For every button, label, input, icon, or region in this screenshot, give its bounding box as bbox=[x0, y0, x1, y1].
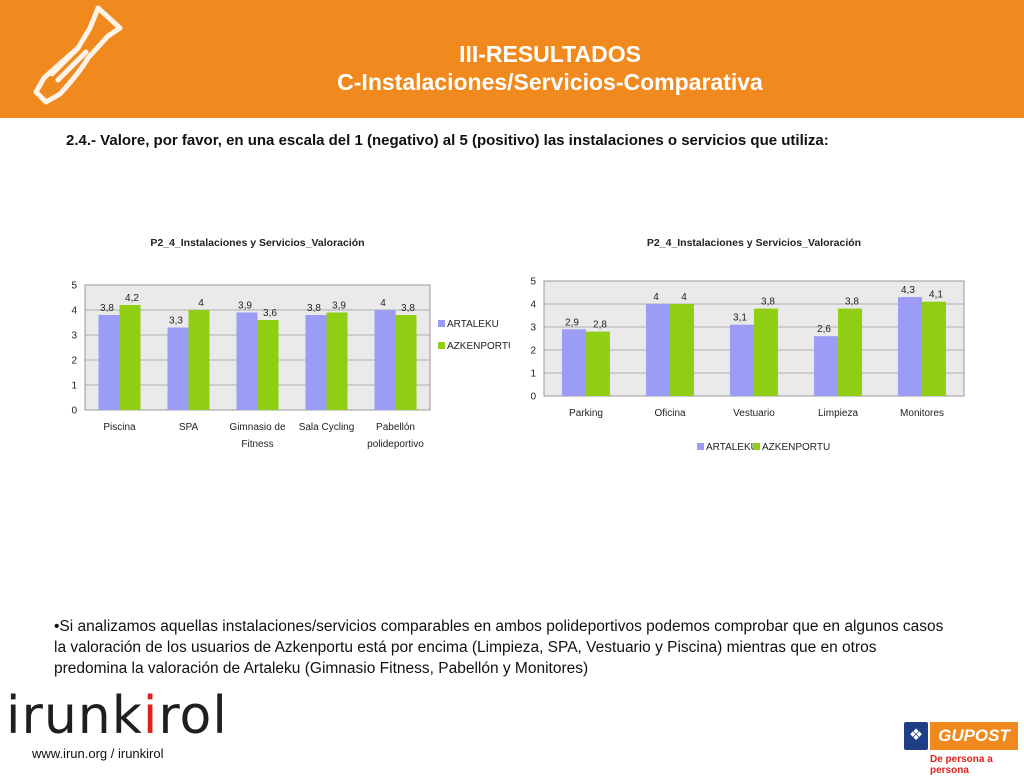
y-tick-label: 3 bbox=[530, 323, 536, 334]
legend-swatch-azkenportu bbox=[438, 342, 445, 349]
brand-url[interactable]: www.irun.org / irunkirol bbox=[32, 746, 164, 761]
data-label: 4,3 bbox=[901, 285, 915, 296]
y-tick-label: 1 bbox=[71, 381, 77, 392]
x-tick-label: polideportivo bbox=[367, 439, 424, 450]
legend-swatch-azkenportu bbox=[753, 443, 760, 450]
bar-artaleku bbox=[814, 336, 838, 396]
y-tick-label: 0 bbox=[71, 406, 77, 417]
chart-instalaciones-right: P2_4_Instalaciones y Servicios_Valoració… bbox=[530, 237, 965, 453]
x-tick-label: SPA bbox=[179, 422, 199, 433]
y-tick-label: 1 bbox=[530, 369, 536, 380]
gupost-name: GUPOST bbox=[930, 722, 1018, 750]
data-label: 3,8 bbox=[307, 303, 321, 314]
x-tick-label: Fitness bbox=[241, 439, 273, 450]
bar-artaleku bbox=[898, 297, 922, 396]
gupost-tagline: De persona a persona bbox=[930, 754, 993, 776]
x-tick-label: Pabellón bbox=[376, 422, 415, 433]
bar-artaleku bbox=[305, 315, 327, 410]
data-label: 3,8 bbox=[845, 297, 859, 308]
y-tick-label: 5 bbox=[530, 277, 536, 288]
data-label: 2,6 bbox=[817, 324, 831, 335]
y-tick-label: 4 bbox=[530, 300, 536, 311]
data-label: 3,9 bbox=[332, 301, 346, 312]
bar-azkenportu bbox=[586, 331, 610, 396]
y-tick-label: 5 bbox=[71, 281, 77, 292]
data-label: 4 bbox=[380, 298, 386, 309]
y-tick-label: 2 bbox=[530, 346, 536, 357]
irunkirol-logo: irunkirol bbox=[6, 688, 228, 744]
y-tick-label: 2 bbox=[71, 356, 77, 367]
bar-azkenportu bbox=[119, 305, 141, 410]
gupost-logo: ❖ GUPOST bbox=[904, 722, 1018, 752]
brand-text-highlight: i bbox=[142, 686, 159, 746]
page-title: III-RESULTADOS C-Instalaciones/Servicios… bbox=[200, 40, 900, 96]
bar-azkenportu bbox=[670, 304, 694, 396]
bar-azkenportu bbox=[922, 301, 946, 396]
x-tick-label: Limpieza bbox=[818, 408, 858, 419]
data-label: 3,9 bbox=[238, 301, 252, 312]
data-label: 4 bbox=[653, 292, 659, 303]
data-label: 2,8 bbox=[593, 320, 607, 331]
data-label: 4 bbox=[198, 298, 204, 309]
y-tick-label: 0 bbox=[530, 392, 536, 403]
x-tick-label: Parking bbox=[569, 408, 603, 419]
x-tick-label: Gimnasio de bbox=[229, 422, 286, 433]
legend-label: AZKENPORTU bbox=[447, 341, 510, 352]
legend-swatch-artaleku bbox=[697, 443, 704, 450]
data-label: 3,6 bbox=[263, 308, 277, 319]
chart-title: P2_4_Instalaciones y Servicios_Valoració… bbox=[647, 237, 861, 249]
y-tick-label: 3 bbox=[71, 331, 77, 342]
survey-question: 2.4.- Valore, por favor, en una escala d… bbox=[66, 132, 829, 149]
data-label: 3,1 bbox=[733, 313, 747, 324]
bottle-icon bbox=[33, 5, 123, 105]
title-line-2: C-Instalaciones/Servicios-Comparativa bbox=[337, 69, 763, 95]
bar-artaleku bbox=[730, 324, 754, 396]
x-tick-label: Piscina bbox=[103, 422, 136, 433]
legend-swatch-artaleku bbox=[438, 320, 445, 327]
data-label: 4,2 bbox=[125, 293, 139, 304]
data-label: 4,1 bbox=[929, 290, 943, 301]
bar-artaleku bbox=[236, 312, 258, 410]
bar-azkenportu bbox=[754, 308, 778, 396]
brand-text-a: irunk bbox=[6, 686, 143, 746]
data-label: 3,8 bbox=[761, 297, 775, 308]
legend-label: ARTALEKU bbox=[447, 319, 499, 330]
bar-azkenportu bbox=[326, 312, 348, 410]
x-tick-label: Vestuario bbox=[733, 408, 775, 419]
x-tick-label: Sala Cycling bbox=[299, 422, 355, 433]
chart-instalaciones-left: P2_4_Instalaciones y Servicios_Valoració… bbox=[71, 237, 510, 450]
bar-artaleku bbox=[562, 329, 586, 396]
header-banner: III-RESULTADOS C-Instalaciones/Servicios… bbox=[0, 0, 1024, 118]
bar-azkenportu bbox=[188, 310, 210, 410]
bar-artaleku bbox=[167, 327, 189, 410]
x-tick-label: Oficina bbox=[654, 408, 686, 419]
chart-title: P2_4_Instalaciones y Servicios_Valoració… bbox=[150, 237, 364, 249]
legend-label: AZKENPORTU bbox=[762, 442, 830, 453]
data-label: 3,8 bbox=[100, 303, 114, 314]
title-line-1: III-RESULTADOS bbox=[459, 41, 641, 67]
summary-text: •Si analizamos aquellas instalaciones/se… bbox=[54, 618, 944, 677]
data-label: 4 bbox=[681, 292, 687, 303]
x-tick-label: Monitores bbox=[900, 408, 944, 419]
y-tick-label: 4 bbox=[71, 306, 77, 317]
data-label: 2,9 bbox=[565, 317, 579, 328]
bar-azkenportu bbox=[395, 315, 417, 410]
bar-azkenportu bbox=[257, 320, 279, 410]
gupost-icon: ❖ bbox=[904, 722, 928, 750]
bar-artaleku bbox=[646, 304, 670, 396]
brand-text-b: rol bbox=[158, 686, 228, 746]
data-label: 3,3 bbox=[169, 316, 183, 327]
legend-label: ARTALEKU bbox=[706, 442, 758, 453]
data-label: 3,8 bbox=[401, 303, 415, 314]
bar-artaleku bbox=[374, 310, 396, 410]
bar-artaleku bbox=[98, 315, 120, 410]
bar-azkenportu bbox=[838, 308, 862, 396]
